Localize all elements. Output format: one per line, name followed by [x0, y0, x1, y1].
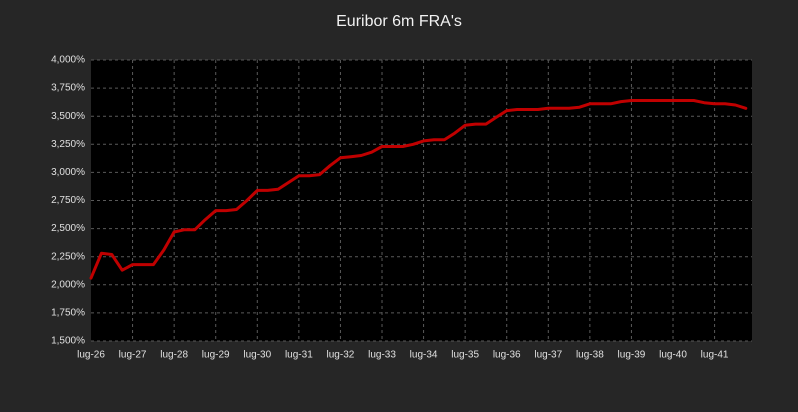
x-tick-label: lug-32 — [327, 350, 355, 361]
y-tick-label: 3,000% — [51, 167, 85, 178]
line-series — [89, 99, 748, 280]
y-tick-label: 2,250% — [51, 251, 85, 262]
y-tick-label: 2,500% — [51, 223, 85, 234]
x-tick-label: lug-33 — [368, 350, 396, 361]
x-tick-label: lug-38 — [576, 350, 604, 361]
x-tick-label: lug-28 — [160, 350, 188, 361]
x-tick-label: lug-27 — [119, 350, 147, 361]
y-tick-label: 2,000% — [51, 279, 85, 290]
y-tick-label: 1,500% — [51, 336, 85, 347]
y-tick-label: 1,750% — [51, 308, 85, 319]
x-tick-label: lug-39 — [618, 350, 646, 361]
x-tick-label: lug-29 — [202, 350, 230, 361]
y-tick-label: 3,250% — [51, 139, 85, 150]
y-tick-label: 3,500% — [51, 111, 85, 122]
y-tick-label: 3,750% — [51, 83, 85, 94]
x-tick-label: lug-26 — [77, 350, 105, 361]
x-tick-label: lug-30 — [243, 350, 271, 361]
x-tick-label: lug-40 — [659, 350, 687, 361]
x-tick-label: lug-36 — [493, 350, 521, 361]
chart-title: Euribor 6m FRA's — [336, 13, 462, 30]
x-tick-label: lug-37 — [534, 350, 562, 361]
y-tick-label: 4,000% — [51, 55, 85, 66]
x-tick-label: lug-41 — [701, 350, 729, 361]
y-tick-label: 2,750% — [51, 195, 85, 206]
x-tick-label: lug-31 — [285, 350, 313, 361]
x-tick-label: lug-35 — [451, 350, 479, 361]
x-tick-label: lug-34 — [410, 350, 438, 361]
